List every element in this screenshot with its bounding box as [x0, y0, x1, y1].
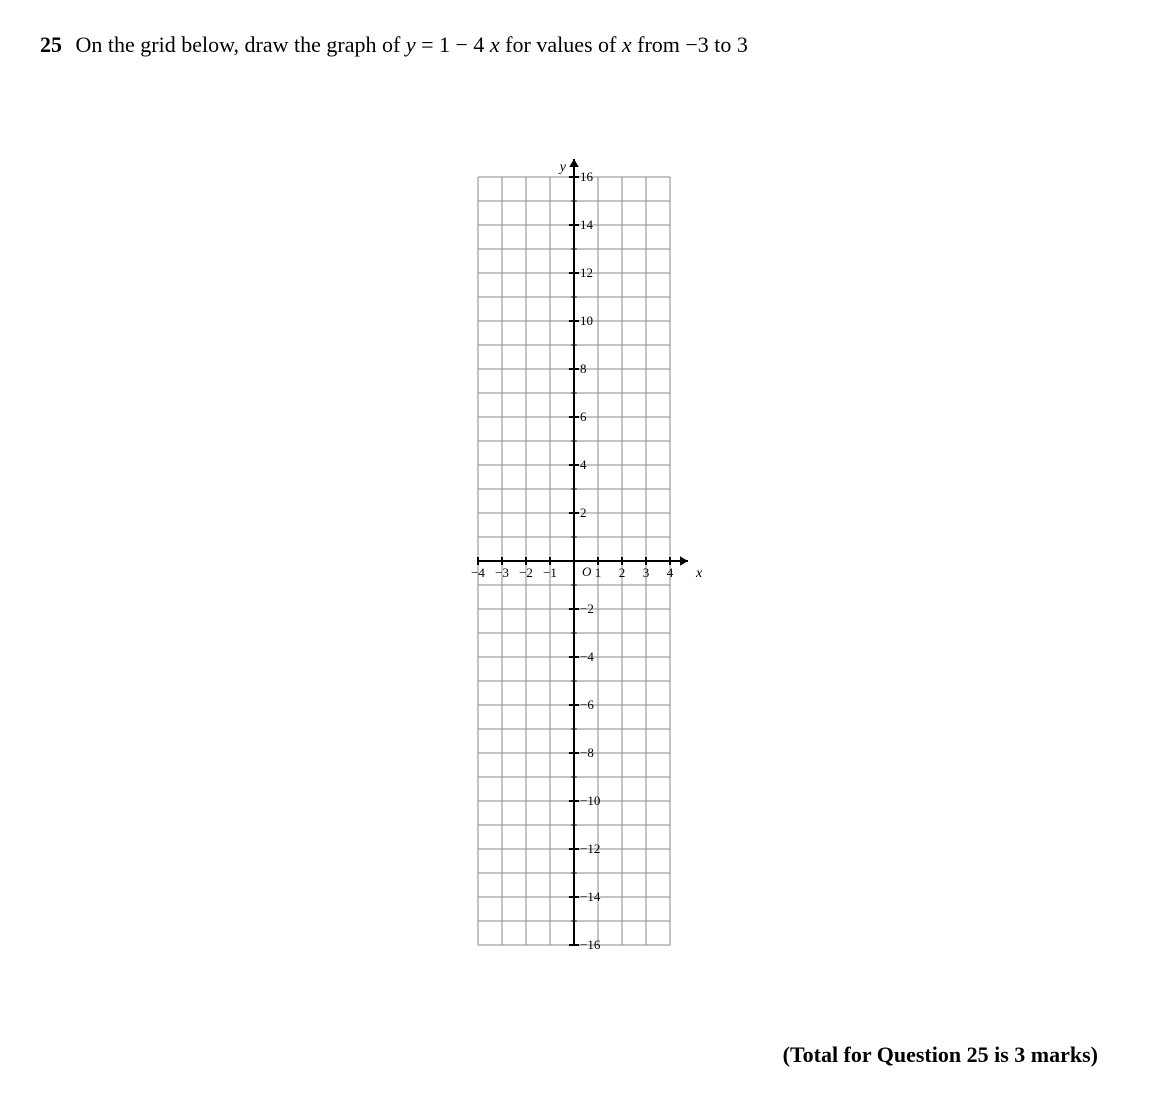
question-prefix: On the grid below, draw the graph of	[76, 32, 406, 57]
question-text: 25 On the grid below, draw the graph of …	[40, 30, 1118, 61]
eq-var-y: y	[406, 32, 416, 57]
svg-text:x: x	[695, 566, 703, 581]
svg-text:6: 6	[580, 409, 587, 424]
cartesian-grid: −4−3−2−11234−16−14−12−10−8−6−4−224681012…	[448, 151, 710, 965]
page: 25 On the grid below, draw the graph of …	[0, 0, 1158, 1108]
svg-text:−6: −6	[580, 697, 594, 712]
eq-var-x: x	[490, 32, 500, 57]
svg-text:−12: −12	[580, 841, 600, 856]
svg-text:10: 10	[580, 313, 593, 328]
svg-text:−10: −10	[580, 793, 600, 808]
question-suffix2: from −3 to 3	[637, 32, 748, 57]
svg-text:−3: −3	[495, 565, 509, 580]
svg-text:2: 2	[580, 505, 587, 520]
svg-text:3: 3	[643, 565, 650, 580]
svg-text:−2: −2	[519, 565, 533, 580]
svg-text:12: 12	[580, 265, 593, 280]
question-suffix1: for values of	[505, 32, 622, 57]
svg-text:2: 2	[619, 565, 626, 580]
svg-text:O: O	[582, 564, 592, 579]
eq-mid: = 1 − 4	[421, 32, 484, 57]
svg-text:1: 1	[595, 565, 602, 580]
svg-text:8: 8	[580, 361, 587, 376]
question-var-x: x	[622, 32, 632, 57]
chart-container: −4−3−2−11234−16−14−12−10−8−6−4−224681012…	[40, 151, 1118, 965]
question-number: 25	[40, 32, 62, 57]
svg-text:−4: −4	[471, 565, 485, 580]
svg-text:−16: −16	[580, 937, 601, 952]
marks-text: (Total for Question 25 is 3 marks)	[783, 1042, 1098, 1068]
svg-text:y: y	[558, 160, 567, 175]
svg-text:4: 4	[580, 457, 587, 472]
svg-text:−4: −4	[580, 649, 594, 664]
svg-text:−8: −8	[580, 745, 594, 760]
svg-text:14: 14	[580, 217, 594, 232]
svg-text:−1: −1	[543, 565, 557, 580]
svg-text:4: 4	[667, 565, 674, 580]
svg-text:16: 16	[580, 169, 594, 184]
svg-text:−14: −14	[580, 889, 601, 904]
svg-text:−2: −2	[580, 601, 594, 616]
